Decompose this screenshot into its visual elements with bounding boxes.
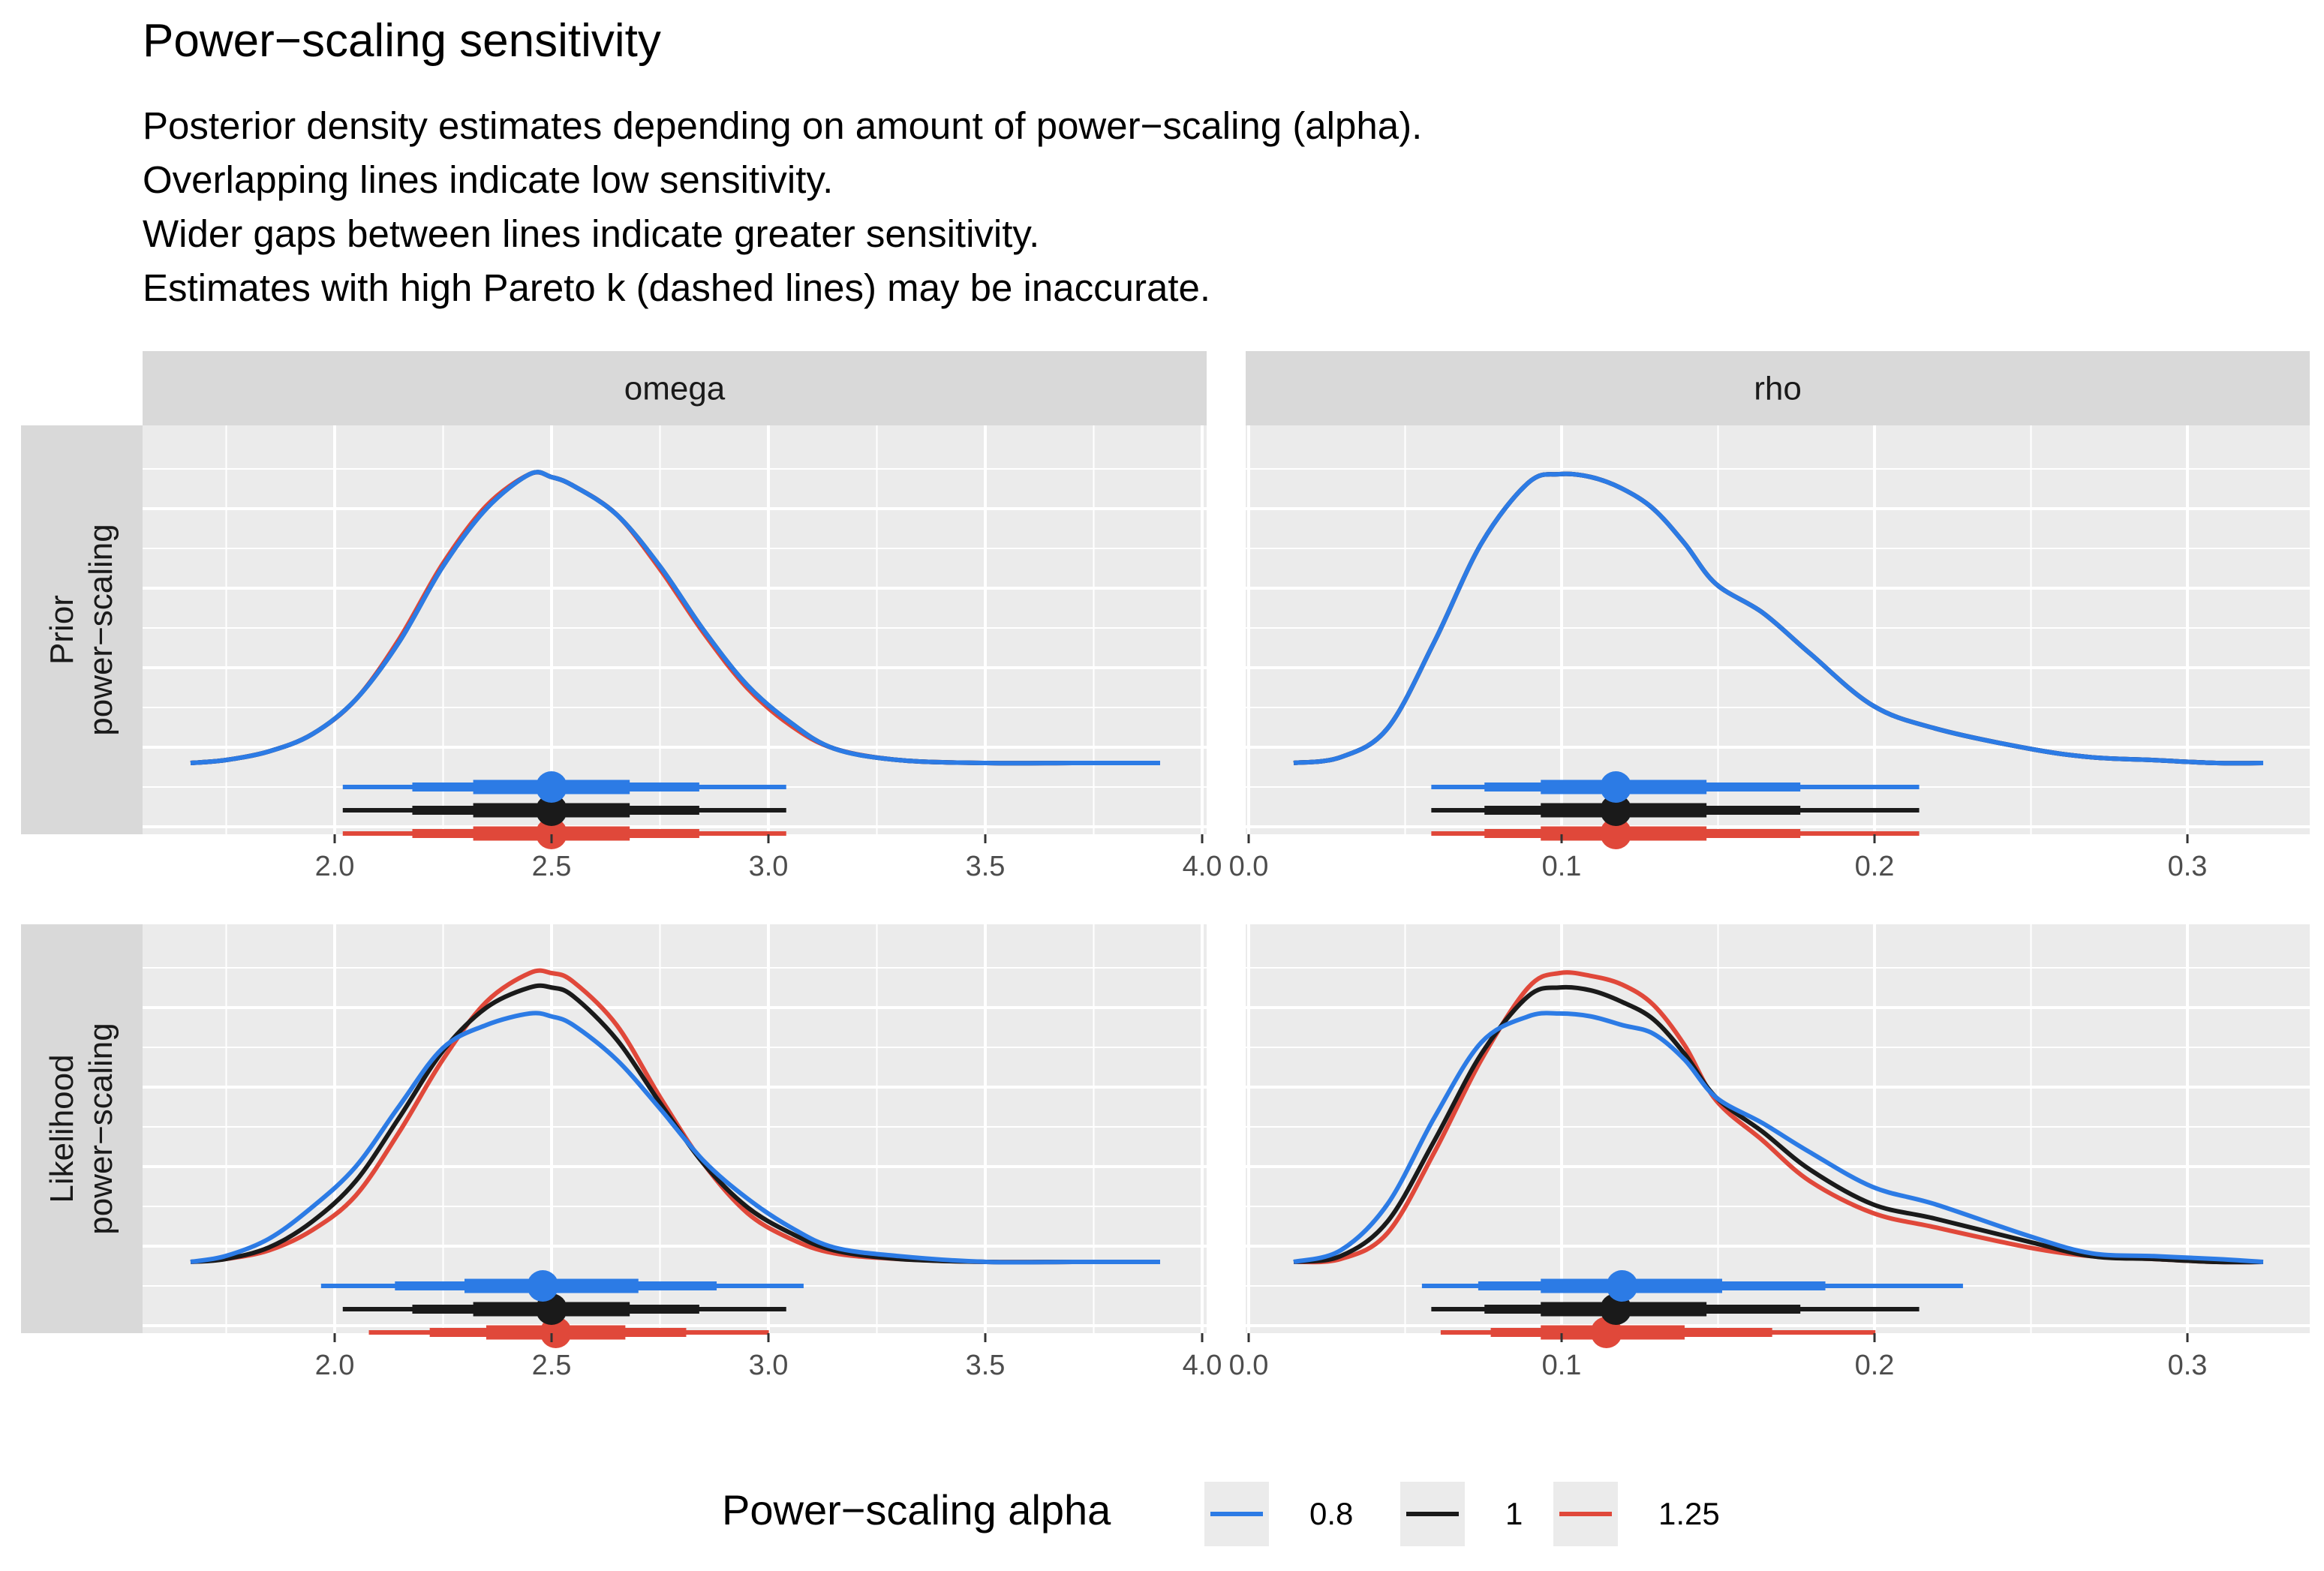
x-tick-label: 2.5: [532, 851, 572, 882]
interval-point: [1600, 771, 1632, 803]
subtitle-line: Wider gaps between lines indicate greate…: [143, 212, 1040, 255]
x-tick-label: 0.0: [1229, 1350, 1269, 1381]
interval-point: [527, 1270, 559, 1302]
legend-title: Power−scaling alpha: [722, 1486, 1111, 1533]
panel-background: [143, 425, 1207, 834]
panel-omega-1: 2.0 2.5 3.0 3.5 4.0: [143, 924, 1222, 1381]
legend-label: 1.25: [1658, 1496, 1720, 1531]
legend-label: 0.8: [1309, 1496, 1353, 1531]
interval-1: [342, 1293, 786, 1325]
density-line-0.8: [1293, 1011, 2264, 1264]
interval-1: [1431, 795, 1920, 826]
facet-strip-omega: omega: [143, 351, 1207, 425]
interval-point: [535, 771, 567, 803]
row-strip-label: Priorpower−scaling: [44, 524, 119, 736]
x-tick-label: 0.2: [1855, 1350, 1895, 1381]
interval-1.25: [1440, 1317, 1876, 1348]
interval-point: [1600, 795, 1632, 826]
x-tick-label: 3.0: [749, 1350, 789, 1381]
x-tick-label: 0.3: [2168, 851, 2208, 882]
x-tick-label: 4.0: [1183, 1350, 1222, 1381]
density-line-0.8: [190, 1011, 1160, 1265]
panel-background: [1246, 425, 2310, 834]
legend-item-0.8: 0.8: [1204, 1482, 1353, 1546]
chart-subtitle: Posterior density estimates depending on…: [143, 99, 1422, 315]
interval-point: [1600, 818, 1632, 849]
panel-omega-0: 2.0 2.5 3.0 3.5 4.0: [143, 425, 1222, 882]
x-tick-label: 0.0: [1229, 851, 1269, 882]
row-strip-bg: [21, 425, 143, 834]
facet-strip-label: rho: [1754, 371, 1802, 407]
facet-strip-label: omega: [624, 371, 726, 407]
legend-item-1: 1: [1400, 1482, 1523, 1546]
panel-rho-1: 0.0 0.1 0.2 0.3: [1229, 924, 2310, 1381]
legend-label: 1: [1505, 1496, 1523, 1531]
subtitle-line: Posterior density estimates depending on…: [143, 104, 1423, 147]
density-line-0.8: [190, 470, 1160, 766]
chart-title: Power−scaling sensitivity: [143, 15, 661, 67]
row-strip: Priorpower−scaling: [21, 425, 143, 834]
density-line-1: [190, 983, 1160, 1265]
interval-1: [342, 795, 786, 826]
legend-item-1.25: 1.25: [1553, 1482, 1720, 1546]
row-strip: Likelihoodpower−scaling: [21, 924, 143, 1333]
interval-point: [540, 1317, 572, 1348]
row-strip-label: Likelihoodpower−scaling: [44, 1023, 119, 1235]
x-tick-label: 0.1: [1542, 1350, 1582, 1381]
interval-0.8: [1421, 1270, 1963, 1302]
density-line-1: [1293, 984, 2264, 1265]
x-tick-label: 0.1: [1542, 851, 1582, 882]
x-tick-label: 0.3: [2168, 1350, 2208, 1381]
interval-1.25: [342, 818, 786, 849]
x-tick-label: 3.5: [966, 851, 1006, 882]
row-strip-bg: [21, 924, 143, 1333]
x-tick-label: 3.5: [966, 1350, 1006, 1381]
density-line-0.8: [1293, 471, 2264, 766]
panel-rho-0: 0.0 0.1 0.2 0.3: [1229, 425, 2310, 882]
interval-0.8: [320, 1270, 804, 1302]
facet-strip-rho: rho: [1246, 351, 2310, 425]
x-tick-label: 2.0: [315, 1350, 355, 1381]
facet-strip-bg: [143, 351, 1207, 425]
interval-point: [535, 795, 567, 826]
subtitle-line: Overlapping lines indicate low sensitivi…: [143, 158, 834, 201]
interval-1.25: [1431, 818, 1920, 849]
x-tick-label: 4.0: [1183, 851, 1222, 882]
interval-0.8: [1431, 771, 1920, 803]
interval-1.25: [368, 1317, 769, 1348]
interval-0.8: [342, 771, 786, 803]
x-tick-label: 2.0: [315, 851, 355, 882]
facet-strip-bg: [1246, 351, 2310, 425]
legend: Power−scaling alpha 0.8 1 1.25: [722, 1482, 1720, 1546]
panel-background: [1246, 924, 2310, 1333]
x-tick-label: 2.5: [532, 1350, 572, 1381]
x-tick-label: 3.0: [749, 851, 789, 882]
interval-point: [535, 818, 567, 849]
subtitle-line: Estimates with high Pareto k (dashed lin…: [143, 266, 1211, 309]
x-tick-label: 0.2: [1855, 851, 1895, 882]
interval-point: [1606, 1270, 1638, 1302]
